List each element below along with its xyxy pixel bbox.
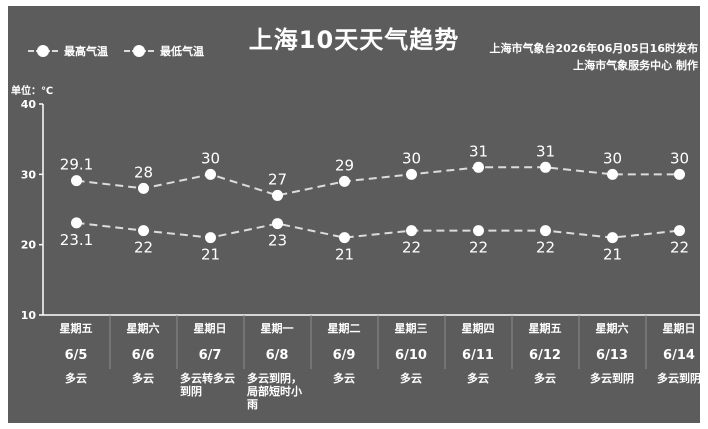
weekday-label: 星期三 [394, 322, 428, 335]
point-low [272, 218, 283, 230]
date-label: 6/14 [663, 348, 695, 363]
legend-high-label: 最高气温 [64, 45, 108, 58]
data-label-low: 22 [469, 239, 488, 257]
day-column: 星期五 6/5 多云 [43, 318, 109, 385]
data-label-high: 30 [603, 149, 622, 167]
y-tick-label: 40 [21, 98, 37, 111]
data-label-high: 27 [268, 170, 287, 188]
weekday-label: 星期五 [528, 322, 562, 335]
date-label: 6/12 [529, 348, 561, 363]
day-column: 星期六 6/6 多云 [110, 318, 176, 385]
point-low [71, 217, 82, 229]
weekday-label: 星期一 [260, 322, 294, 335]
chart-title: 上海10天天气趋势 [248, 26, 460, 54]
point-low [406, 225, 417, 237]
data-label-high: 30 [402, 149, 421, 167]
point-high [473, 161, 484, 173]
data-label-low: 21 [201, 246, 220, 264]
point-low [607, 232, 618, 244]
point-high [272, 189, 283, 201]
weekday-label: 星期五 [59, 322, 93, 335]
day-column: 星期四 6/11 多云 [445, 318, 511, 385]
day-column: 星期五 6/12 多云 [512, 318, 578, 385]
point-low [138, 225, 149, 237]
legend-high-marker-icon [28, 45, 58, 57]
weather-label: 多云 [467, 372, 489, 385]
day-column: 星期日 6/14 多云到阴 [646, 318, 708, 385]
weekday-label: 星期二 [327, 322, 361, 335]
weather-label: 多云转多云到阴 [180, 372, 235, 398]
weekday-label: 星期日 [662, 322, 696, 335]
point-high [71, 175, 82, 187]
point-low [674, 225, 685, 237]
day-column: 星期一 6/8 多云到阴，局部短时小雨 [244, 318, 310, 411]
point-low [339, 232, 350, 244]
point-high [138, 182, 149, 194]
date-label: 6/10 [395, 348, 427, 363]
legend-low: 最低气温 [124, 42, 204, 60]
source-line-2: 上海市气象服务中心 制作 [573, 59, 698, 72]
day-column: 星期日 6/7 多云转多云到阴 [177, 318, 243, 398]
weekday-label: 星期六 [126, 322, 160, 335]
data-label-low: 22 [402, 239, 421, 257]
data-label-low: 21 [603, 246, 622, 264]
chart-panel [8, 6, 700, 423]
data-label-low: 23 [268, 232, 287, 250]
weather-label: 多云到阴，局部短时小雨 [247, 372, 302, 411]
data-label-low: 21 [335, 246, 354, 264]
weather-label: 多云到阴 [657, 372, 701, 385]
data-label-high: 28 [134, 163, 153, 181]
data-label-high: 31 [469, 142, 488, 160]
data-label-high: 31 [536, 142, 555, 160]
point-high [607, 168, 618, 180]
series-line-low [76, 221, 680, 239]
legend-low-marker-icon [124, 45, 154, 57]
point-high [674, 168, 685, 180]
date-label: 6/7 [198, 348, 222, 363]
point-low [540, 225, 551, 237]
data-label-low: 23.1 [60, 231, 93, 249]
date-label: 6/11 [462, 348, 494, 363]
date-label: 6/5 [64, 348, 88, 363]
source-line-1: 上海市气象台2026年06月05日16时发布 [489, 42, 698, 55]
series-line-high [76, 166, 680, 197]
point-low [473, 225, 484, 237]
data-label-high: 29.1 [60, 156, 93, 174]
day-column: 星期六 6/13 多云到阴 [579, 318, 645, 385]
point-high [339, 175, 350, 187]
data-label-high: 30 [670, 149, 689, 167]
date-label: 6/13 [596, 348, 628, 363]
legend-low-label: 最低气温 [160, 45, 204, 58]
data-label-low: 22 [670, 239, 689, 257]
y-tick-label: 30 [21, 168, 37, 181]
point-high [406, 168, 417, 180]
point-high [205, 168, 216, 180]
data-label-low: 22 [536, 239, 555, 257]
y-tick-label: 10 [21, 309, 37, 322]
weather-label: 多云 [400, 372, 422, 385]
data-label-high: 30 [201, 149, 220, 167]
weather-label: 多云 [534, 372, 556, 385]
day-column: 星期二 6/9 多云 [311, 318, 377, 385]
date-label: 6/6 [131, 348, 155, 363]
weekday-label: 星期四 [461, 322, 495, 335]
weather-label: 多云 [333, 372, 355, 385]
weekday-label: 星期六 [595, 322, 629, 335]
date-label: 6/9 [332, 348, 356, 363]
point-low [205, 232, 216, 244]
data-label-high: 29 [335, 156, 354, 174]
weather-label: 多云 [65, 372, 87, 385]
y-tick-label: 20 [21, 239, 37, 252]
legend-high: 最高气温 [28, 42, 108, 60]
date-label: 6/8 [265, 348, 289, 363]
point-high [540, 161, 551, 173]
unit-label: 单位：℃ [11, 86, 54, 97]
day-column: 星期三 6/10 多云 [378, 318, 444, 385]
weekday-label: 星期日 [193, 322, 227, 335]
weather-label: 多云到阴 [590, 372, 634, 385]
weather-label: 多云 [132, 372, 154, 385]
data-label-low: 22 [134, 239, 153, 257]
